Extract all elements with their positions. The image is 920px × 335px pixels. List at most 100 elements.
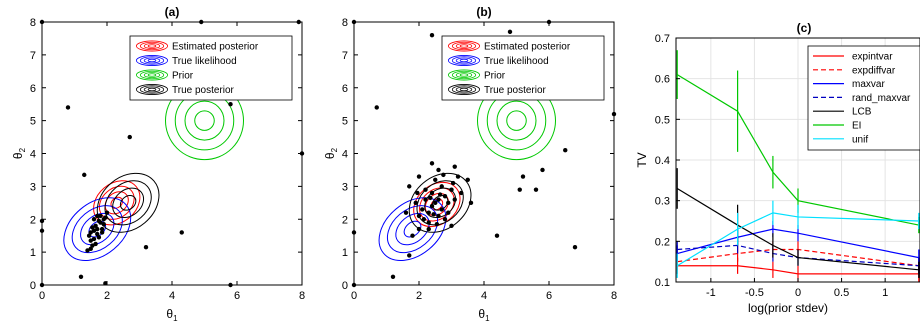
legend-swatch — [455, 86, 473, 93]
y-tick-label: 0.6 — [655, 74, 670, 86]
contour-ring — [119, 194, 137, 211]
legend-label: expintvar — [852, 52, 893, 63]
data-point — [533, 187, 539, 192]
data-point — [540, 167, 545, 173]
legend-swatch — [143, 86, 161, 93]
x-tick-label: 0 — [39, 290, 45, 302]
y-tick-label: 3 — [30, 181, 36, 193]
data-point — [374, 105, 379, 110]
y-tick-label: 0 — [30, 280, 36, 292]
legend-label: LCB — [852, 107, 872, 118]
legend-label: Prior — [484, 71, 506, 82]
data-point — [437, 192, 443, 197]
data-point — [563, 148, 568, 153]
data-point — [88, 238, 93, 243]
data-point — [436, 213, 441, 219]
data-point — [416, 174, 422, 179]
x-tick-label: 2 — [104, 290, 110, 302]
data-point — [85, 248, 90, 253]
data-point — [423, 197, 428, 202]
legend-swatch — [143, 72, 161, 78]
data-point — [446, 200, 451, 206]
data-point — [91, 217, 97, 222]
y-tick-label: 0 — [342, 280, 348, 292]
x-axis-label: θ1 — [478, 307, 490, 323]
data-point — [436, 167, 441, 173]
data-point — [428, 195, 433, 201]
legend-swatch — [147, 58, 157, 63]
data-point — [416, 226, 422, 232]
data-point — [98, 213, 103, 219]
data-point — [426, 210, 431, 215]
data-point — [95, 231, 100, 237]
data-point — [446, 210, 451, 215]
data-point — [439, 207, 444, 212]
y-tick-label: 0.3 — [655, 196, 670, 208]
data-point — [95, 226, 100, 232]
data-point — [90, 243, 95, 248]
legend-swatch — [455, 43, 473, 49]
legend-label: True likelihood — [172, 56, 237, 67]
data-point — [90, 225, 95, 230]
legend-label: EI — [852, 121, 861, 132]
data-point — [429, 32, 435, 38]
legend-swatch — [135, 69, 168, 81]
y-tick-label: 6 — [342, 83, 348, 95]
y-tick-label: 1 — [30, 247, 36, 259]
contour-ring — [104, 180, 152, 226]
data-point — [407, 253, 412, 258]
contour-ring — [386, 205, 439, 254]
data-point — [452, 164, 457, 169]
data-point — [517, 187, 522, 192]
data-point — [143, 244, 149, 250]
data-point — [103, 215, 108, 220]
data-point — [434, 221, 440, 227]
y-tick-label: 1 — [342, 247, 348, 259]
data-point — [441, 172, 446, 178]
y-tick-label: 8 — [342, 17, 348, 29]
legend-label: True posterior — [484, 85, 547, 96]
legend-swatch — [135, 84, 168, 95]
data-point — [410, 233, 415, 238]
legend-swatch — [147, 73, 157, 77]
legend-swatch — [143, 43, 161, 49]
data-point — [423, 187, 428, 192]
legend-label: rand_maxvar — [852, 93, 911, 104]
legend-box — [129, 35, 293, 101]
y-tick-label: 5 — [342, 116, 348, 128]
data-point — [95, 213, 100, 219]
x-tick-label: -0.5 — [745, 287, 764, 299]
data-point — [91, 228, 97, 233]
data-point — [99, 230, 105, 235]
data-point — [99, 226, 105, 232]
y-tick-label: 7 — [342, 50, 348, 62]
y-tick-label: 4 — [342, 149, 348, 161]
y-tick-label: 0.1 — [655, 277, 670, 289]
y-axis-label: θ2 — [11, 147, 27, 159]
data-point — [103, 281, 108, 286]
contour-ring — [378, 197, 447, 261]
legend-swatch — [447, 84, 480, 95]
data-point — [507, 29, 513, 35]
y-tick-label: 0.7 — [655, 33, 670, 45]
panel-title: (c) — [797, 21, 812, 35]
y-tick-label: 0.2 — [655, 236, 670, 248]
data-point — [442, 217, 448, 222]
x-tick-label: 8 — [611, 290, 617, 302]
data-point — [65, 105, 71, 110]
panel-title: (b) — [476, 5, 491, 19]
data-point — [86, 233, 92, 238]
x-tick-label: 0 — [351, 290, 357, 302]
y-tick-label: 3 — [342, 181, 348, 193]
y-tick-label: 6 — [30, 83, 36, 95]
contour-ring — [395, 212, 430, 246]
x-tick-label: -1 — [706, 287, 716, 299]
data-point — [104, 210, 110, 215]
data-point — [127, 134, 132, 140]
data-point — [452, 197, 457, 202]
y-tick-label: 0.5 — [655, 114, 670, 126]
x-tick-label: 4 — [169, 290, 175, 302]
data-point — [420, 207, 425, 212]
data-point — [403, 210, 409, 215]
data-point — [88, 246, 93, 252]
